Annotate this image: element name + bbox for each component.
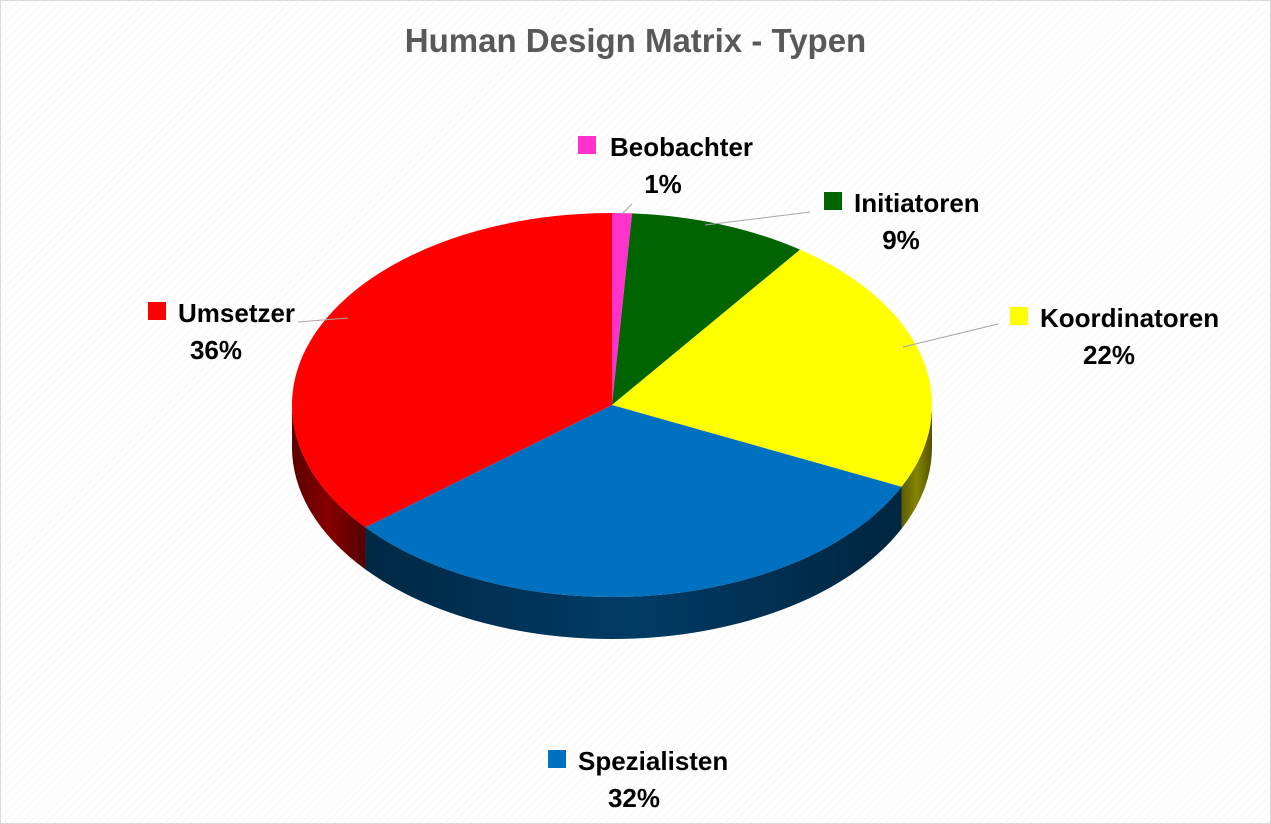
legend-key-spezialisten	[548, 750, 566, 768]
chart-title: Human Design Matrix - Typen	[404, 22, 867, 59]
pie-slice-beobachter	[612, 213, 633, 405]
pie-side-shade-spezialisten	[365, 486, 902, 640]
data-label-value-beobachter: 1%	[644, 169, 682, 199]
legend-key-initiatoren	[824, 192, 842, 210]
data-label-spezialisten: Spezialisten	[578, 746, 728, 776]
legend-key-umsetzer	[148, 302, 166, 320]
pie-slice-koordinatoren	[612, 249, 932, 487]
pie-side-shade-koordinatoren	[901, 405, 933, 529]
leader-line-umsetzer	[297, 317, 349, 323]
pie-slice-spezialisten	[365, 405, 902, 598]
pie-side-shade-umsetzer	[292, 405, 366, 570]
data-label-value-koordinatoren: 22%	[1083, 340, 1135, 370]
legend-key-beobachter	[578, 136, 596, 154]
data-label-initiatoren: Initiatoren	[854, 188, 980, 218]
data-label-koordinatoren: Koordinatoren	[1040, 303, 1219, 333]
leader-line-koordinatoren	[902, 323, 999, 348]
legend-key-koordinatoren	[1010, 307, 1028, 325]
leader-line-initiatoren	[704, 211, 811, 226]
leader-line-beobachter	[621, 203, 633, 215]
data-label-beobachter: Beobachter	[610, 132, 753, 162]
data-label-umsetzer: Umsetzer	[178, 298, 295, 328]
data-label-value-umsetzer: 36%	[190, 335, 242, 365]
pie-slice-umsetzer	[292, 213, 612, 528]
pie-slice-initiatoren	[612, 213, 801, 405]
data-label-value-spezialisten: 32%	[608, 783, 660, 813]
data-label-value-initiatoren: 9%	[882, 225, 920, 255]
